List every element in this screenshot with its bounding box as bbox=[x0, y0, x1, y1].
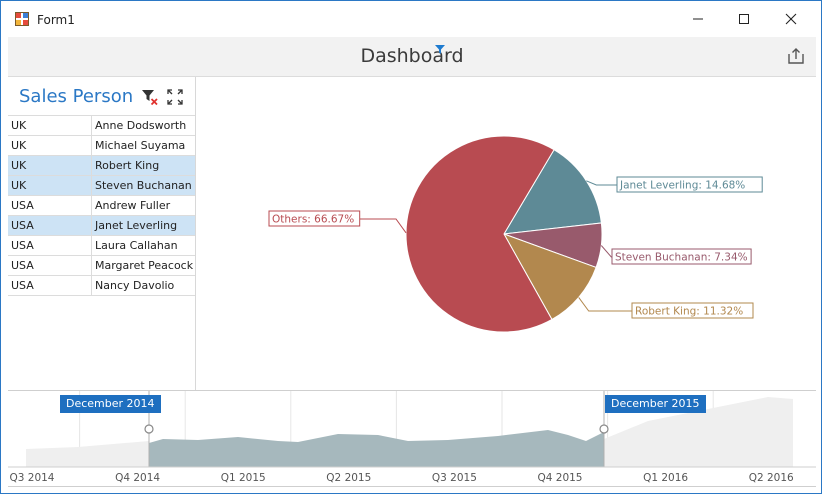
country-cell: UK bbox=[8, 176, 92, 195]
grid-row[interactable]: UK Steven Buchanan bbox=[8, 176, 195, 196]
name-cell: Laura Callahan bbox=[95, 239, 178, 252]
grid-row[interactable]: UK Robert King bbox=[8, 156, 195, 176]
slice-label: Steven Buchanan: 7.34% bbox=[615, 252, 748, 264]
slice-label-box bbox=[616, 176, 763, 193]
unselected-area-right bbox=[604, 397, 793, 467]
name-cell: Margaret Peacock bbox=[95, 259, 194, 272]
country-cell: UK bbox=[8, 136, 92, 155]
slice-connector bbox=[600, 245, 612, 258]
range-end-handle[interactable] bbox=[599, 424, 609, 434]
sales-person-panel: Sales Person UK Anne Dodsworth UK Michael S… bbox=[8, 77, 196, 390]
range-filter: Q3 2014 Q4 2014 Q1 2015 Q2 2015 Q3 2015 Q4 20… bbox=[8, 390, 816, 487]
range-axis-label: Q3 2015 bbox=[432, 472, 477, 484]
slice-label: Janet Leverling: 14.68% bbox=[619, 180, 745, 192]
name-cell: Michael Suyama bbox=[95, 139, 186, 152]
maximize-icon bbox=[739, 14, 749, 24]
country-cell: UK bbox=[8, 116, 92, 135]
maximize-panel-icon[interactable] bbox=[167, 89, 183, 105]
range-axis-label: Q2 2016 bbox=[749, 472, 794, 484]
name-cell: Nancy Davolio bbox=[95, 279, 175, 292]
slice-label: Robert King: 11.32% bbox=[635, 306, 743, 318]
sales-person-title: Sales Person bbox=[19, 86, 134, 107]
country-cell: USA bbox=[8, 256, 92, 275]
name-cell: Steven Buchanan bbox=[95, 179, 192, 192]
dashboard-title: Dashboard bbox=[360, 45, 464, 67]
range-axis-label: Q1 2016 bbox=[643, 472, 688, 484]
maximize-button[interactable] bbox=[721, 1, 767, 37]
slice-label: Others: 66.67% bbox=[272, 214, 354, 226]
pie-slice[interactable] bbox=[503, 149, 602, 235]
grid-row[interactable]: USA Margaret Peacock bbox=[8, 256, 195, 276]
grid-row[interactable]: UK Michael Suyama bbox=[8, 136, 195, 156]
range-filter-chart: Q3 2014 Q4 2014 Q1 2015 Q2 2015 Q3 2015 Q4 20… bbox=[8, 391, 816, 484]
pie-slice[interactable] bbox=[502, 233, 597, 321]
name-cell: Robert King bbox=[95, 159, 160, 172]
slice-label-box bbox=[611, 248, 752, 265]
minimize-button[interactable] bbox=[675, 1, 721, 37]
range-end-label: December 2015 bbox=[605, 395, 706, 413]
unselected-area-left bbox=[26, 441, 149, 467]
window-title: Form1 bbox=[37, 13, 75, 27]
range-axis-label: Q1 2015 bbox=[221, 472, 266, 484]
slice-connector bbox=[578, 297, 632, 312]
pie-chart: Janet Leverling: 14.68% Steven Buchanan: … bbox=[268, 135, 763, 333]
country-cell: USA bbox=[8, 196, 92, 215]
pie-chart-panel: Janet Leverling: 14.68% Steven Buchanan: … bbox=[196, 77, 816, 390]
app-icon bbox=[15, 12, 29, 26]
grid-row[interactable]: USA Nancy Davolio bbox=[8, 276, 195, 296]
slice-label-box bbox=[631, 302, 754, 319]
range-start-label: December 2014 bbox=[60, 395, 161, 413]
country-cell: USA bbox=[8, 276, 92, 295]
range-axis-label: Q3 2014 bbox=[9, 472, 54, 484]
title-bar: Form1 bbox=[1, 1, 821, 37]
close-button[interactable] bbox=[768, 1, 814, 37]
grid-row[interactable]: USA Andrew Fuller bbox=[8, 196, 195, 216]
dashboard-header: Dashboard bbox=[8, 37, 816, 77]
name-cell: Andrew Fuller bbox=[95, 199, 171, 212]
name-cell: Anne Dodsworth bbox=[95, 119, 187, 132]
slice-connector bbox=[586, 180, 617, 186]
range-axis-label: Q4 2014 bbox=[115, 472, 160, 484]
range-start-handle[interactable] bbox=[144, 424, 154, 434]
grid-row[interactable]: UK Anne Dodsworth bbox=[8, 116, 195, 136]
grid-row[interactable]: USA Janet Leverling bbox=[8, 216, 195, 236]
export-icon[interactable] bbox=[787, 47, 805, 65]
selected-area[interactable] bbox=[149, 430, 604, 467]
country-cell: USA bbox=[8, 236, 92, 255]
filter-icon[interactable] bbox=[434, 44, 446, 56]
range-axis-label: Q4 2015 bbox=[537, 472, 582, 484]
clear-filter-icon[interactable] bbox=[141, 88, 159, 106]
range-axis-label: Q2 2015 bbox=[326, 472, 371, 484]
country-cell: UK bbox=[8, 156, 92, 175]
grid-row[interactable]: USA Laura Callahan bbox=[8, 236, 195, 256]
sales-person-grid: UK Anne Dodsworth UK Michael Suyama UK Robert… bbox=[8, 115, 195, 296]
slice-label-box bbox=[268, 210, 361, 227]
close-icon bbox=[785, 13, 797, 25]
slice-connector bbox=[359, 218, 407, 234]
country-cell: USA bbox=[8, 216, 92, 235]
name-cell: Janet Leverling bbox=[95, 219, 178, 232]
minimize-icon bbox=[693, 18, 703, 20]
